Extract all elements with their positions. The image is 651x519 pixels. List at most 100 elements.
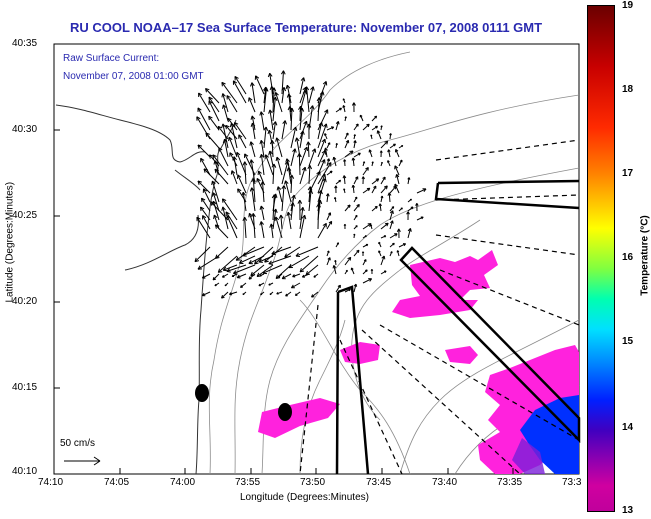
current-vector [281,273,292,280]
current-vector-head [205,88,207,93]
current-vector-head [386,141,389,145]
lane-boxes [335,179,581,475]
current-vector [371,206,378,212]
current-vector-head [292,148,296,153]
current-vector-head [378,250,381,253]
current-vector-head [233,156,237,161]
lon-tick-label: 74:05 [104,477,130,488]
current-vector-head [299,107,303,112]
current-vector [326,126,334,131]
current-vector-head [369,149,372,152]
current-vector-head [260,293,262,295]
current-vector-head [244,153,249,157]
current-vector [196,216,211,239]
current-vector-head [309,105,314,110]
current-vector-head [286,212,289,217]
current-vector [299,167,306,185]
current-vector-head [214,224,217,229]
current-vector-head [226,95,231,98]
current-vector-head [304,215,307,220]
current-vector-head [393,143,396,147]
current-vector [343,105,346,113]
current-vector-head [259,140,262,145]
current-vector-head [222,93,226,97]
current-vector-head [214,169,217,174]
current-vector-head [269,140,273,145]
current-vector-head [213,160,216,165]
current-vector-head [248,213,250,218]
current-vector-head [250,271,253,276]
current-vector-head [383,255,386,260]
current-vector [380,140,389,149]
current-vector [234,122,247,140]
current-vector-head [295,126,298,132]
current-vector-head [259,154,262,159]
current-vector-head [221,275,225,278]
current-vector-head [367,124,370,128]
current-vector-head [278,275,280,278]
current-vector [269,150,274,167]
current-vector-head [303,77,306,82]
current-vector-head [327,193,330,197]
current-vector-head [226,270,231,273]
current-vector [359,114,364,122]
current-vector-head [272,121,276,125]
colorbar-label: Temperature (°C) [639,215,651,296]
current-vector-head [281,275,285,279]
current-vector [202,291,211,297]
current-vector [389,220,394,230]
current-vector-head [234,121,239,125]
current-vector-head [214,283,217,286]
current-vector-head [202,215,207,219]
current-vector [281,161,289,185]
temperature-colorbar [587,5,615,512]
current-vector-head [233,270,237,274]
current-vector [326,221,333,230]
current-vector [272,97,276,122]
current-vector [326,193,329,203]
current-vector-head [262,269,266,274]
current-vector-head [283,70,286,75]
current-vector-head [294,293,297,296]
current-vector-head [339,180,342,183]
current-vector-head [197,265,201,270]
current-vector-head [201,275,205,279]
current-vector-head [393,243,395,246]
current-vector-head [242,216,246,222]
current-vector-head [395,149,399,152]
current-vector [197,107,211,131]
current-vector-head [265,126,269,131]
current-vector-head [271,87,275,92]
current-vector-head [284,120,287,125]
colorbar-tick-label: 13 [622,505,634,516]
current-vector-head [380,150,383,153]
current-vector-head [316,171,321,175]
current-vector-head [321,173,326,178]
current-vector-head [275,121,278,126]
current-vector-head [324,139,326,144]
current-vector-head [358,204,360,208]
current-vector-head [275,156,278,162]
current-vector-head [366,244,369,247]
current-vector [317,174,326,194]
current-vector-head [222,139,225,144]
current-vector-head [201,292,205,296]
current-vector [395,149,400,158]
current-vector-head [269,293,271,295]
current-vector [202,273,211,279]
current-vector-head [250,82,253,87]
current-vector-head [268,260,272,265]
current-vector-head [276,186,279,191]
current-vector [233,156,238,176]
current-vector-head [354,233,356,236]
current-vector [389,143,396,149]
current-vector [389,233,398,239]
current-vector-head [226,215,231,219]
current-vector-head [205,132,210,135]
current-vector-head [286,158,290,162]
current-vector-head [388,149,391,152]
current-vector-head [249,159,252,164]
current-vector-head [254,262,259,265]
current-vector-head [198,92,203,96]
